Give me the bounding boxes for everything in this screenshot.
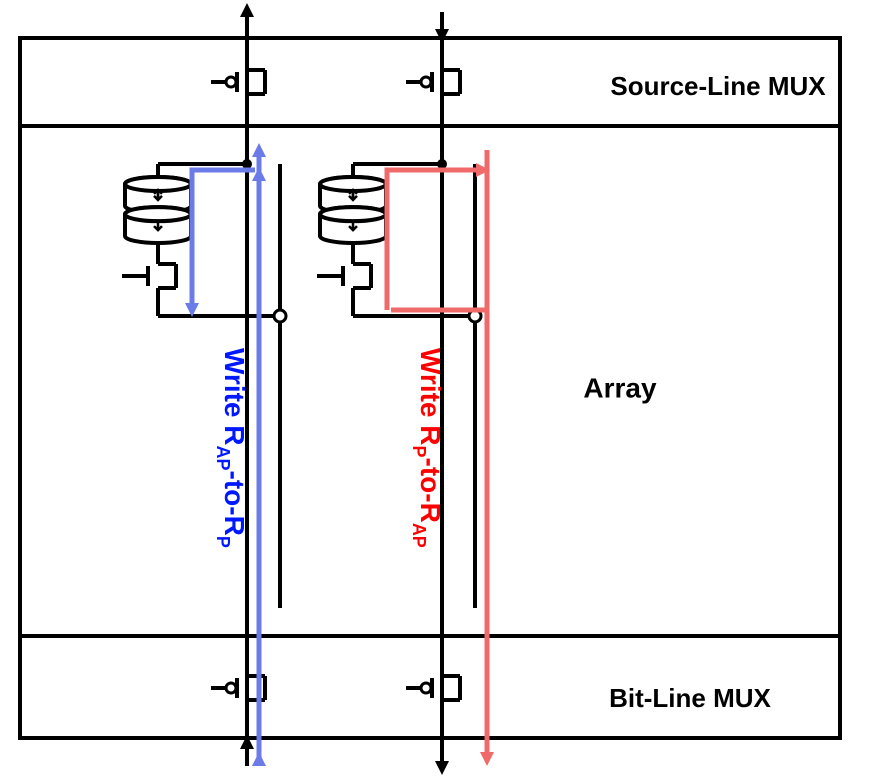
label-bit-line-mux: Bit-Line MUX	[609, 683, 771, 713]
write-path-right-loop	[387, 170, 483, 310]
mtj-right	[320, 177, 386, 243]
mtj-left	[125, 177, 191, 243]
write-label-left: Write RAP-to-RP	[213, 348, 249, 548]
label-source-line-mux: Source-Line MUX	[610, 71, 826, 101]
svg-text:Write RAP-to-RP: Write RAP-to-RP	[213, 348, 249, 548]
label-array: Array	[583, 372, 657, 403]
